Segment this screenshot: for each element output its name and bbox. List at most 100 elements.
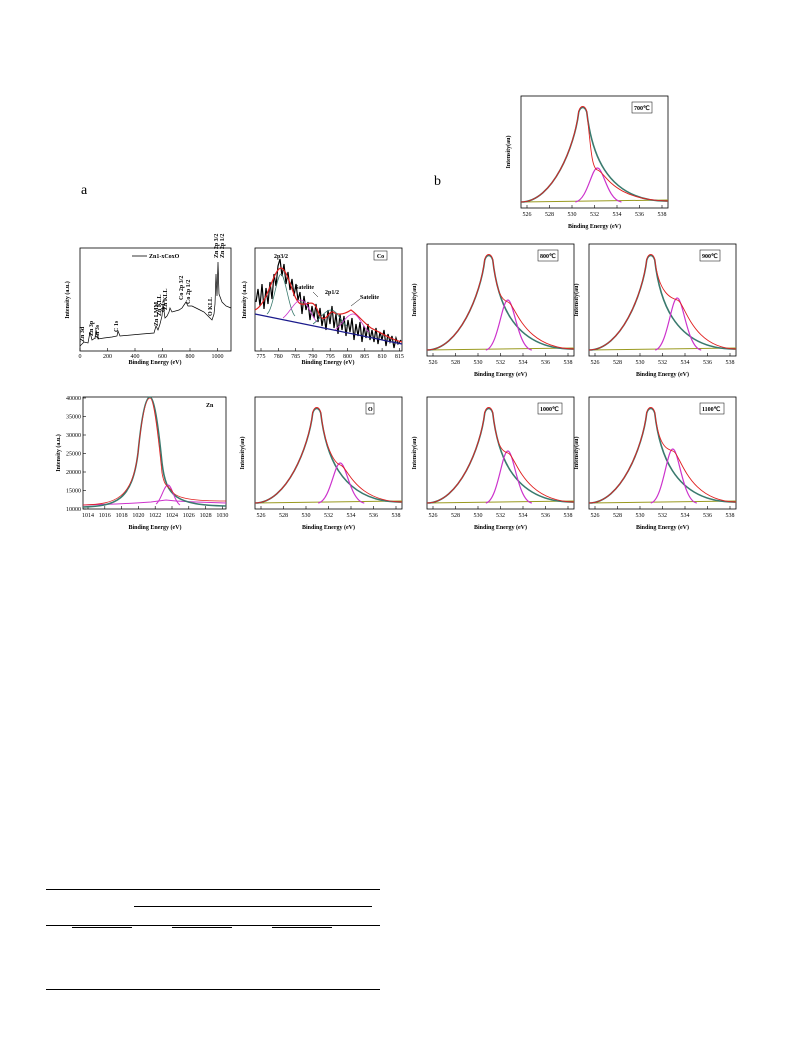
t900-tag: 900℃ — [702, 253, 718, 260]
zn-ytick: 40000 — [66, 396, 81, 402]
figure-label-a: a — [81, 183, 88, 198]
t1000-xtick: 528 — [451, 513, 460, 519]
o-800-chart: 526 528 530 532 534 536 538 800℃ Binding Energy … — [411, 240, 577, 385]
co-xtick: 780 — [274, 354, 283, 360]
o-900-chart: 526 528 530 532 534 536 538 900℃ Binding Energy … — [573, 240, 739, 385]
t700-fit — [520, 106, 669, 203]
t800-xtick: 528 — [451, 360, 460, 366]
o-xtick: 532 — [324, 513, 333, 519]
survey-annotation: Zn 3s — [95, 324, 101, 339]
zn-xlabel: Binding Energy (eV) — [128, 524, 181, 531]
t800-tag: 800℃ — [540, 253, 556, 260]
co-xtick: 795 — [326, 354, 335, 360]
t1000-xtick: 530 — [474, 513, 483, 519]
o-xtick: 530 — [302, 513, 311, 519]
table-mid-rule — [46, 925, 380, 926]
zn-xtick: 1028 — [200, 513, 212, 519]
t1000-tag: 1000℃ — [540, 406, 559, 413]
t1100-xtick: 526 — [591, 513, 600, 519]
co-xlabel: Binding Energy (eV) — [301, 359, 354, 366]
zn-xtick: 1018 — [116, 513, 128, 519]
t900-xtick: 532 — [658, 360, 667, 366]
t800-ylabel: Intensity(au) — [411, 283, 418, 316]
co-annot-sat2: Satelite — [360, 295, 379, 301]
survey-annotation: Zn LMM — [154, 301, 160, 326]
zn-xtick: 1022 — [149, 513, 161, 519]
zn-xtick: 1016 — [99, 513, 111, 519]
o-chart: 526 528 530 532 534 536 538 O Binding Energy (eV… — [239, 393, 405, 538]
table-bottom-rule — [46, 989, 380, 990]
zn-ytick: 20000 — [66, 470, 81, 476]
o-second-peak — [318, 462, 365, 504]
table-subrule-2 — [172, 927, 232, 928]
co-tag: Co — [377, 254, 384, 260]
co-xtick: 805 — [360, 354, 369, 360]
t800-xtick: 534 — [519, 360, 528, 366]
t900-fit — [588, 254, 737, 351]
t1000-main-peak — [426, 407, 575, 504]
t700-xtick: 526 — [523, 212, 532, 218]
table-header-rule — [134, 906, 372, 907]
survey-ticks: 0 200 400 600 800 1000 — [79, 348, 224, 360]
t700-xtick: 528 — [545, 212, 554, 218]
survey-xtick: 1000 — [212, 354, 224, 360]
table-top-rule — [46, 889, 380, 890]
o-1100-chart: 526 528 530 532 534 536 538 1100℃ Binding Energy… — [573, 393, 739, 538]
zn-ylabel: Intensity (a.u.) — [55, 434, 62, 472]
t700-main-peak — [520, 106, 669, 203]
zn-main-peak — [82, 396, 227, 508]
survey-spectrum — [79, 261, 232, 347]
o-xtick: 536 — [369, 513, 378, 519]
t1100-xlabel: Binding Energy (eV) — [636, 524, 689, 531]
t900-main-peak — [588, 254, 737, 351]
t1100-xtick: 536 — [703, 513, 712, 519]
survey-annotation: Zn 2p 1/2 — [220, 234, 226, 258]
co-xtick: 815 — [395, 354, 404, 360]
t1000-xtick: 532 — [496, 513, 505, 519]
t700-xlabel: Binding Energy (eV) — [568, 223, 621, 230]
survey-annotation: Zn 3d — [80, 326, 86, 342]
t800-xtick: 532 — [496, 360, 505, 366]
survey-ylabel: Intensity (a.u.) — [64, 281, 71, 319]
o-xtick: 538 — [392, 513, 401, 519]
t800-xtick: 536 — [541, 360, 550, 366]
t900-xtick: 534 — [681, 360, 690, 366]
t900-xtick: 536 — [703, 360, 712, 366]
co-xtick: 800 — [343, 354, 352, 360]
o-fit — [254, 407, 403, 504]
zn-xtick: 1020 — [132, 513, 144, 519]
t700-ylabel: Intensity(au) — [505, 135, 512, 168]
table-subrule-3 — [272, 927, 332, 928]
o-ylabel: Intensity(au) — [239, 436, 246, 469]
t1100-fit — [588, 407, 737, 504]
o-tag: O — [368, 407, 373, 413]
t900-xlabel: Binding Energy (eV) — [636, 371, 689, 378]
o-xlabel: Binding Energy (eV) — [302, 524, 355, 531]
survey-annotation: C 1s — [114, 320, 120, 332]
o-xtick: 526 — [257, 513, 266, 519]
zn-xtick: 1026 — [183, 513, 195, 519]
co-ylabel: Intensity (a.u.) — [241, 281, 248, 319]
t700-second-peak — [575, 167, 622, 203]
co-raw — [255, 258, 402, 349]
t1100-xtick: 530 — [636, 513, 645, 519]
o-1000-chart: 526 528 530 532 534 536 538 1000℃ Binding Energy… — [411, 393, 577, 538]
t1100-xtick: 532 — [658, 513, 667, 519]
t1100-second-peak — [650, 448, 698, 504]
zn-chart: 1014 1016 1018 1020 1022 1024 1026 1028 1030 1000… — [55, 393, 236, 533]
t900-xtick: 526 — [591, 360, 600, 366]
t900-xtick: 528 — [613, 360, 622, 366]
survey-annotation: Zn KLL — [163, 288, 169, 310]
zn-xtick: 1014 — [82, 513, 94, 519]
t800-xtick: 538 — [564, 360, 573, 366]
zn-ytick: 10000 — [66, 507, 81, 513]
t900-second-peak — [654, 297, 702, 351]
co-xtick: 775 — [257, 354, 266, 360]
t900-ylabel: Intensity(au) — [573, 283, 580, 316]
o-700-chart: 526 528 530 532 534 536 538 700℃ Binding Energy … — [505, 92, 671, 237]
t700-xtick: 534 — [613, 212, 622, 218]
t1000-second-peak — [485, 450, 533, 504]
table-subrule-1 — [72, 927, 132, 928]
t800-second-peak — [485, 299, 533, 351]
t1000-ylabel: Intensity(au) — [411, 436, 418, 469]
